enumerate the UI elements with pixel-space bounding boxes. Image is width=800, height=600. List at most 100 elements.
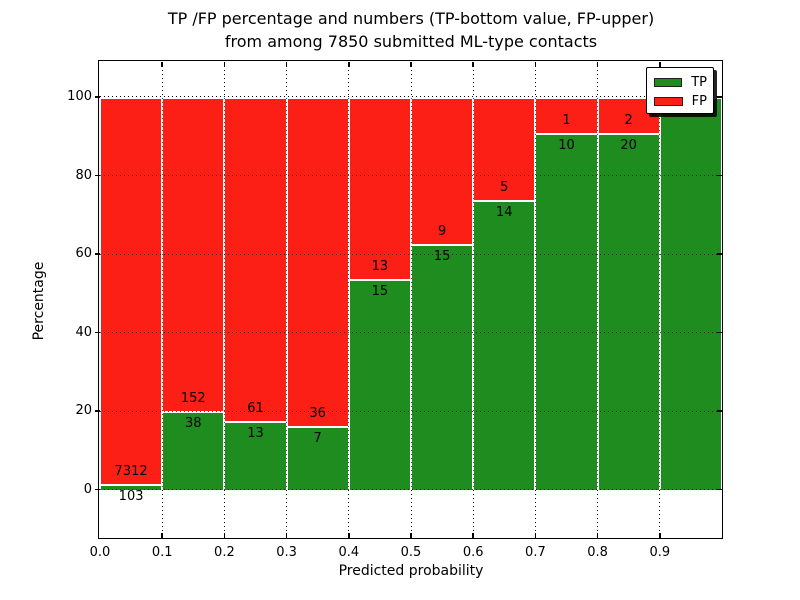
y-tick-mark-right bbox=[717, 488, 722, 491]
y-tick-mark-right bbox=[717, 174, 722, 177]
bar-label-fp: 5 bbox=[500, 180, 509, 196]
bar-segment-fp bbox=[348, 96, 411, 280]
bar-segment-tp bbox=[286, 425, 349, 490]
x-tick-label: 0.4 bbox=[338, 545, 360, 560]
bar-segment-fp bbox=[473, 96, 536, 201]
x-tick-mark-top bbox=[348, 62, 350, 67]
x-tick-mark bbox=[472, 533, 474, 538]
gridline-y-over bbox=[100, 96, 722, 98]
bar-segment-tp bbox=[348, 279, 411, 490]
legend-tp-label: TP bbox=[691, 74, 707, 90]
gridline-x-over bbox=[286, 62, 288, 538]
y-tick-label: 100 bbox=[67, 88, 92, 104]
bar-label-fp: 2 bbox=[624, 112, 633, 128]
bar-label-tp: 20 bbox=[620, 137, 637, 153]
gridline-y-over bbox=[100, 253, 722, 255]
x-tick-mark-top bbox=[472, 62, 474, 67]
bar-label-fp: 1 bbox=[562, 112, 571, 128]
y-tick-mark-right bbox=[717, 96, 722, 98]
bar-label-tp: 15 bbox=[371, 284, 389, 300]
x-tick-mark bbox=[534, 533, 537, 538]
bar-label-tp: 13 bbox=[247, 425, 264, 441]
x-tick-mark-top bbox=[596, 62, 599, 67]
y-tick-mark bbox=[95, 96, 100, 98]
chart-title: TP /FP percentage and numbers (TP-bottom… bbox=[31, 7, 791, 53]
gridline-x-over bbox=[472, 62, 474, 538]
x-tick-label: 0.0 bbox=[89, 545, 111, 560]
gridline-x-over bbox=[597, 62, 599, 538]
chart-title-line2: from among 7850 submitted ML-type contac… bbox=[224, 32, 598, 51]
bar-segment-tp bbox=[224, 420, 287, 490]
y-tick-mark-right bbox=[717, 331, 722, 334]
bar-label-tp: 14 bbox=[496, 205, 513, 221]
bar-segment-fp bbox=[535, 96, 598, 133]
bar-label-tp: 103 bbox=[118, 489, 144, 505]
x-tick-mark-top bbox=[659, 62, 661, 67]
gridline-x-over bbox=[534, 62, 536, 538]
y-tick-mark bbox=[95, 410, 100, 412]
legend-row-tp: TP bbox=[654, 73, 707, 92]
legend-row-fp: FP bbox=[654, 92, 707, 111]
x-tick-mark bbox=[348, 533, 350, 538]
x-tick-label: 0.9 bbox=[649, 545, 671, 560]
x-tick-mark bbox=[285, 533, 288, 538]
x-tick-mark-top bbox=[223, 62, 226, 67]
bar-segment-tp bbox=[162, 411, 225, 490]
legend-tp-swatch bbox=[654, 78, 683, 87]
bar-label-tp: 15 bbox=[433, 249, 451, 265]
x-tick-label: 0.2 bbox=[214, 545, 235, 560]
gridline-x-over bbox=[659, 62, 661, 538]
x-tick-mark bbox=[223, 533, 226, 538]
x-tick-mark-top bbox=[161, 62, 163, 67]
x-tick-mark-top bbox=[410, 62, 412, 67]
legend-fp-swatch bbox=[654, 97, 683, 106]
chart-title-line1: TP /FP percentage and numbers (TP-bottom… bbox=[167, 9, 655, 28]
bar-label-fp: 7312 bbox=[114, 464, 148, 480]
gridline-y-over bbox=[100, 489, 722, 491]
x-axis-label: Predicted probability bbox=[338, 563, 484, 579]
y-axis-label: Percentage bbox=[31, 261, 47, 341]
bar-segment-tp bbox=[473, 200, 536, 490]
bar-segment-tp bbox=[659, 96, 722, 490]
y-tick-label: 80 bbox=[75, 167, 92, 183]
x-tick-label: 0.8 bbox=[587, 545, 608, 560]
x-tick-label: 0.7 bbox=[525, 545, 546, 560]
bar-label-fp: 36 bbox=[309, 405, 326, 421]
y-tick-mark bbox=[95, 253, 100, 255]
y-tick-mark bbox=[95, 488, 100, 491]
x-tick-mark bbox=[659, 533, 661, 538]
x-tick-mark bbox=[410, 533, 412, 538]
x-tick-mark bbox=[161, 533, 163, 538]
x-tick-mark-top bbox=[285, 62, 288, 67]
bar-segment-tp bbox=[100, 484, 163, 490]
y-tick-mark-right bbox=[717, 410, 722, 412]
plot-area: 7312103152386113367131591551411022024 bbox=[100, 62, 722, 538]
bar-label-tp: 7 bbox=[313, 430, 322, 446]
legend-fp-label: FP bbox=[691, 93, 707, 109]
bar-segment-fp bbox=[286, 96, 349, 426]
bar-segment-tp bbox=[411, 244, 474, 490]
bar-segment-fp bbox=[411, 96, 474, 245]
bar-segment-tp bbox=[535, 132, 598, 490]
bar-label-fp: 152 bbox=[180, 391, 206, 407]
bar-label-fp: 9 bbox=[437, 224, 447, 240]
y-tick-label: 0 bbox=[83, 481, 92, 497]
y-tick-label: 40 bbox=[75, 324, 92, 340]
x-tick-mark bbox=[596, 533, 599, 538]
gridline-y-over bbox=[100, 410, 722, 412]
x-tick-label: 0.3 bbox=[276, 545, 297, 560]
bar-segment-tp bbox=[597, 132, 660, 490]
gridline-y-over bbox=[100, 332, 722, 334]
y-tick-mark-right bbox=[717, 253, 722, 255]
bar-segment-fp bbox=[100, 96, 163, 485]
bar-label-fp: 61 bbox=[247, 400, 264, 416]
gridline-y-over bbox=[100, 175, 722, 176]
gridline-x-over bbox=[223, 62, 225, 538]
bar-segment-fp bbox=[224, 96, 287, 421]
y-tick-label: 60 bbox=[75, 246, 92, 262]
bar-label-tp: 10 bbox=[558, 137, 575, 153]
legend: TP FP bbox=[646, 67, 714, 114]
gridline-x-over bbox=[410, 62, 412, 538]
x-tick-mark-top bbox=[534, 62, 537, 67]
